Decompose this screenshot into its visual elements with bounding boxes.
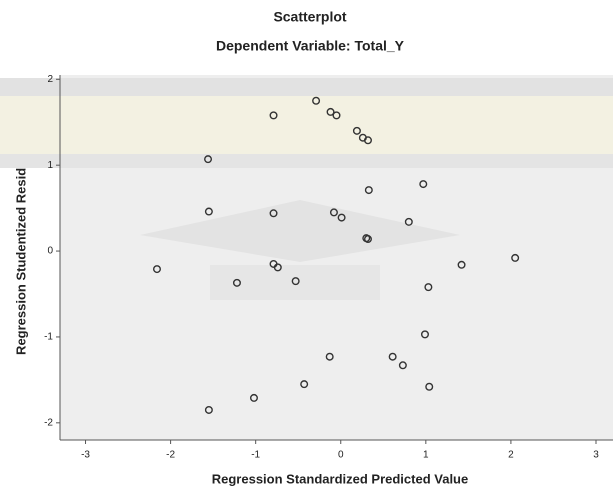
y-tick-label: 2 <box>47 74 53 85</box>
x-tick-label: 1 <box>423 450 429 461</box>
x-tick-label: -3 <box>81 450 90 461</box>
watermark <box>210 265 380 300</box>
x-tick-label: 0 <box>338 450 344 461</box>
chart-subtitle: Dependent Variable: Total_Y <box>216 38 405 54</box>
band <box>0 96 613 154</box>
y-tick-label: -2 <box>44 417 53 428</box>
y-tick-label: -1 <box>44 332 53 343</box>
x-tick-label: 2 <box>508 450 514 461</box>
y-tick-label: 1 <box>47 160 53 171</box>
y-axis-label: Regression Studentized Residual <box>13 149 28 355</box>
chart-title: Scatterplot <box>273 9 346 25</box>
band <box>0 154 613 168</box>
y-tick-label: 0 <box>47 246 53 257</box>
x-tick-label: -1 <box>251 450 260 461</box>
band <box>0 78 613 96</box>
x-tick-label: 3 <box>593 450 599 461</box>
x-axis-label: Regression Standardized Predicted Value <box>212 471 468 486</box>
chart: Scatterplot Dependent Variable: Total_Y … <box>0 0 613 489</box>
x-tick-label: -2 <box>166 450 175 461</box>
